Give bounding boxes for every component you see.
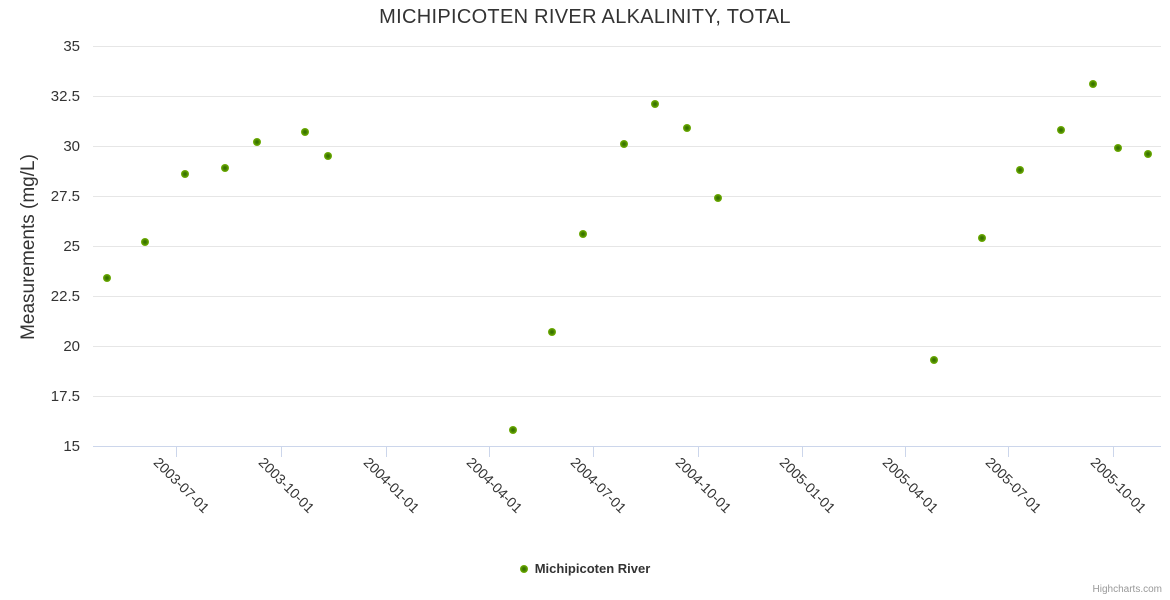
data-point[interactable] <box>620 140 628 148</box>
gridline <box>93 96 1161 97</box>
x-axis-tick <box>176 447 177 457</box>
gridline <box>93 396 1161 397</box>
x-axis-label: 2005-10-01 <box>1087 454 1150 516</box>
data-point[interactable] <box>714 194 722 202</box>
x-axis-tick <box>281 447 282 457</box>
data-point[interactable] <box>651 100 659 108</box>
x-axis-tick <box>386 447 387 457</box>
data-point[interactable] <box>683 124 691 132</box>
data-point[interactable] <box>253 138 261 146</box>
data-point[interactable] <box>1144 150 1152 158</box>
chart-title: MICHIPICOTEN RIVER ALKALINITY, TOTAL <box>379 6 791 28</box>
x-axis-label: 2004-04-01 <box>463 454 526 516</box>
y-axis-label: 35 <box>63 38 80 55</box>
data-point[interactable] <box>221 164 229 172</box>
x-axis-tick <box>1008 447 1009 457</box>
x-axis-label: 2003-07-01 <box>150 454 213 516</box>
data-point[interactable] <box>1089 80 1097 88</box>
y-axis-label: 30 <box>63 138 80 155</box>
x-axis-label: 2005-04-01 <box>879 454 942 516</box>
data-point[interactable] <box>141 238 149 246</box>
data-point[interactable] <box>181 170 189 178</box>
data-point[interactable] <box>301 128 309 136</box>
x-axis-tick <box>905 447 906 457</box>
x-axis-line <box>93 446 1161 447</box>
gridline <box>93 346 1161 347</box>
x-axis-label: 2004-10-01 <box>672 454 735 516</box>
x-axis-label: 2004-07-01 <box>567 454 630 516</box>
data-point[interactable] <box>324 152 332 160</box>
x-axis-tick <box>489 447 490 457</box>
x-axis-label: 2005-07-01 <box>982 454 1045 516</box>
x-axis-label: 2004-01-01 <box>360 454 423 516</box>
legend-item-michipicoten-river[interactable]: Michipicoten River <box>519 561 651 576</box>
x-axis-tick <box>1113 447 1114 457</box>
y-axis-label: 27.5 <box>50 188 80 205</box>
y-axis-label: 32.5 <box>50 88 80 105</box>
data-point[interactable] <box>509 426 517 434</box>
y-axis-label: 17.5 <box>50 388 80 405</box>
data-point[interactable] <box>1057 126 1065 134</box>
legend: Michipicoten River <box>0 561 1170 576</box>
data-point[interactable] <box>1114 144 1122 152</box>
data-point[interactable] <box>579 230 587 238</box>
data-point[interactable] <box>930 356 938 364</box>
y-axis-label: 15 <box>63 438 80 455</box>
series-marker-icon <box>519 564 528 573</box>
data-point[interactable] <box>978 234 986 242</box>
y-axis-label: 25 <box>63 238 80 255</box>
gridline <box>93 196 1161 197</box>
gridline <box>93 246 1161 247</box>
x-axis-label: 2003-10-01 <box>255 454 318 516</box>
x-axis-label: 2005-01-01 <box>776 454 839 516</box>
x-axis-tick <box>698 447 699 457</box>
x-axis-tick <box>802 447 803 457</box>
gridline <box>93 296 1161 297</box>
data-point[interactable] <box>548 328 556 336</box>
data-point[interactable] <box>1016 166 1024 174</box>
data-point[interactable] <box>103 274 111 282</box>
y-axis-label: 22.5 <box>50 288 80 305</box>
gridline <box>93 46 1161 47</box>
legend-label: Michipicoten River <box>534 561 651 576</box>
highcharts-credit[interactable]: Highcharts.com <box>1092 584 1162 595</box>
y-axis-label: 20 <box>63 338 80 355</box>
x-axis-tick <box>593 447 594 457</box>
